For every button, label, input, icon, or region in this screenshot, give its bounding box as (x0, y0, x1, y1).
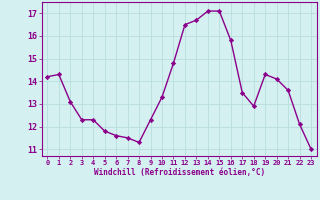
X-axis label: Windchill (Refroidissement éolien,°C): Windchill (Refroidissement éolien,°C) (94, 168, 265, 177)
